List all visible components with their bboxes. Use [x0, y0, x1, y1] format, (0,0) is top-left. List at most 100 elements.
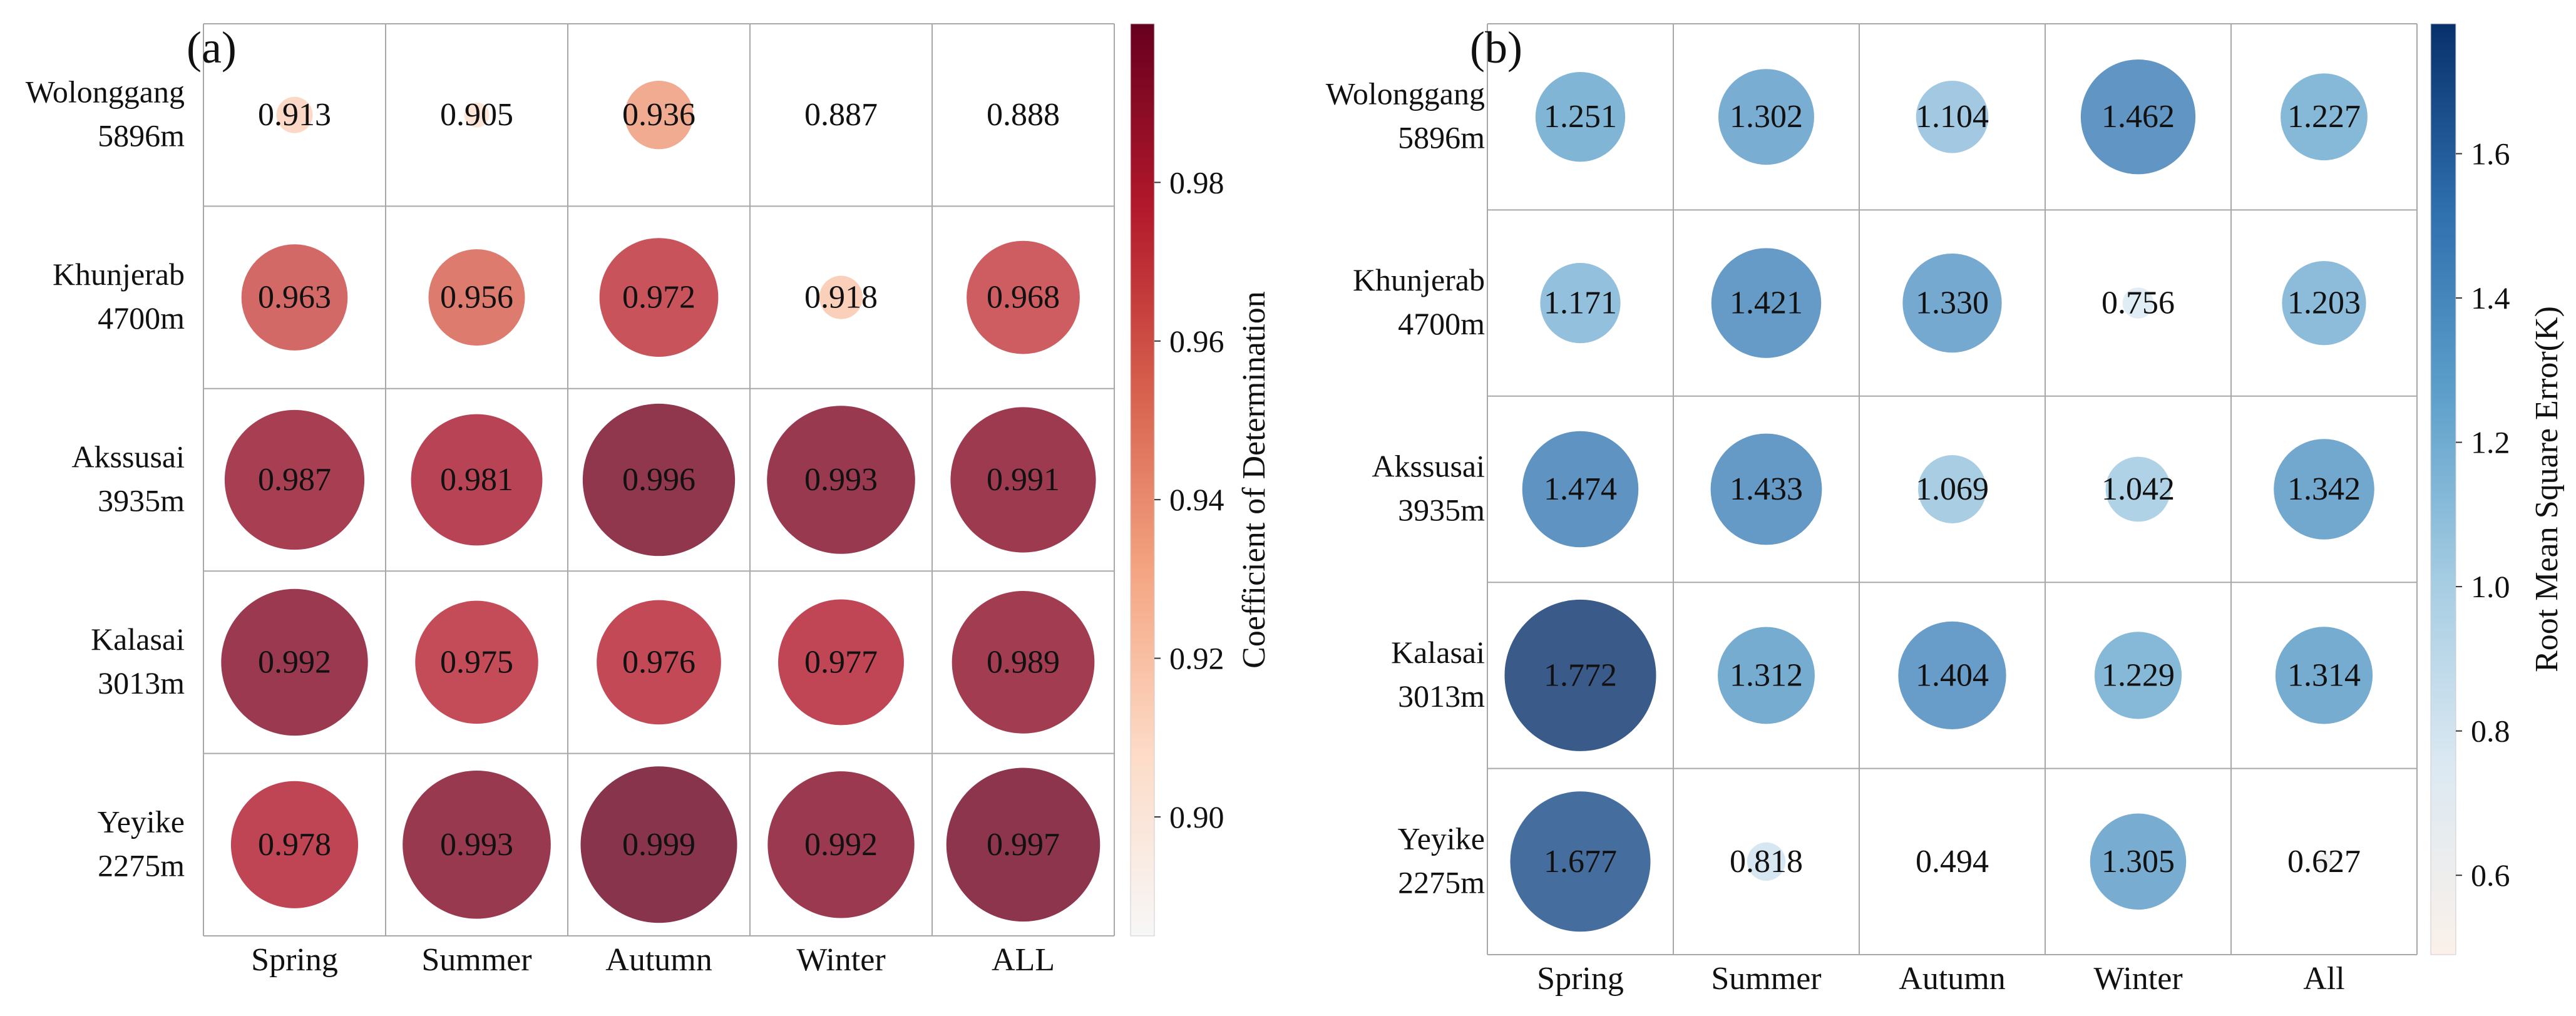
bubble-mark: [241, 244, 348, 351]
bubble-mark: [2094, 632, 2182, 719]
column-label: Autumn: [1899, 961, 2005, 997]
data-label: 1.462: [2101, 99, 2175, 135]
colorbar-tick-label: 1.0: [2471, 569, 2510, 604]
data-label: 1.305: [2101, 844, 2175, 880]
bubble-mark: [819, 275, 863, 319]
panel-label: (b): [1470, 23, 1522, 73]
bubble-mark: [1540, 263, 1621, 344]
data-label: 1.474: [1544, 471, 1617, 507]
data-label: 0.887: [804, 97, 878, 133]
colorbar-tick-label: 0.8: [2471, 714, 2510, 749]
row-elevation-label: 3013m: [98, 665, 185, 700]
data-label: 1.330: [1916, 285, 1989, 321]
grid-lines: [203, 23, 1115, 936]
data-label: 0.888: [987, 97, 1060, 133]
colorbar-gradient: [2430, 23, 2456, 955]
bubble-mark: [2122, 287, 2154, 319]
colorbar-tick-label: 0.6: [2471, 858, 2510, 893]
data-label: 1.171: [1544, 285, 1617, 321]
bubble-mark: [230, 781, 359, 908]
row-elevation-label: 2275m: [1398, 865, 1485, 900]
row-station-label: Wolonggang: [26, 74, 185, 110]
data-label: 0.989: [987, 644, 1060, 680]
bubble-mark: [1898, 621, 2006, 730]
data-label: 0.936: [622, 97, 695, 133]
bubble-mark: [2080, 59, 2196, 175]
colorbar-tick-label: 0.90: [1169, 799, 1224, 834]
bubble-mark: [2282, 260, 2366, 346]
bubble-mark: [1916, 80, 1989, 153]
colorbar-tick-label: 0.98: [1169, 165, 1224, 200]
data-label: 0.972: [622, 280, 695, 316]
data-label: 1.772: [1544, 657, 1617, 693]
data-label: 0.991: [987, 462, 1060, 498]
bubble-marks: 1.251 1.302 1.104 1.462 1.227 1.171 1.421 1.330…: [1504, 59, 2374, 932]
bubble-mark: [2316, 853, 2332, 870]
colorbar-tick-label: 1.6: [2471, 136, 2510, 171]
column-label: Winter: [796, 942, 885, 978]
data-label: 1.677: [1544, 844, 1617, 880]
bubble-mark: [597, 600, 721, 725]
data-label: 1.069: [1916, 471, 1989, 507]
bubble-mark: [778, 599, 904, 726]
column-label: Summer: [421, 942, 531, 978]
bubble-mark: [950, 407, 1096, 553]
bubble-mark: [1718, 627, 1815, 724]
bubble-mark: [1718, 69, 1815, 165]
bubble-mark: [1747, 842, 1786, 881]
bubble-mark: [1522, 431, 1639, 548]
colorbar-tick-label: 1.4: [2471, 280, 2510, 316]
data-label: 1.404: [1916, 657, 1989, 693]
colorbar-tick-label: 0.96: [1169, 324, 1224, 359]
data-label: 1.104: [1916, 99, 1989, 135]
bubble-mark: [767, 771, 915, 918]
bubble-mark: [428, 249, 525, 346]
data-label: 1.312: [1730, 657, 1803, 693]
bubble-mark: [2274, 439, 2374, 540]
colorbar-tick-label: 0.92: [1169, 641, 1224, 676]
row-station-label: Kalasai: [91, 622, 185, 657]
column-label: Winter: [2093, 961, 2182, 997]
row-elevation-label: 3935m: [1398, 493, 1485, 528]
data-label: 0.992: [804, 827, 878, 863]
data-label: 0.977: [804, 644, 878, 680]
data-label: 1.302: [1730, 99, 1803, 135]
column-label: Summer: [1711, 961, 1821, 997]
row-elevation-label: 2275m: [98, 848, 185, 883]
row-station-label: Khunjerab: [1353, 262, 1485, 297]
bubble-marks: 0.913 0.905 0.936 0.887 0.888 0.963 0.956 0.972…: [221, 81, 1101, 923]
data-label: 0.992: [258, 644, 331, 680]
row-station-label: Akssusai: [71, 439, 185, 475]
bubble-mark: [1535, 72, 1626, 162]
bubble-mark: [967, 240, 1080, 354]
data-label: 0.494: [1916, 844, 1989, 880]
panel-b-rmse-heatmap: 1.251 1.302 1.104 1.462 1.227 1.171 1.421 1.330…: [1326, 23, 2565, 997]
row-labels: Wolonggang 5896m Khunjerab 4700m Akssusai 393…: [26, 74, 185, 883]
data-label: 0.975: [440, 644, 513, 680]
bubble-mark: [1918, 455, 1986, 523]
data-label: 0.976: [622, 644, 695, 680]
data-label: 0.997: [987, 827, 1060, 863]
row-labels: Wolonggang 5896m Khunjerab 4700m Akssusai 393…: [1326, 76, 1485, 900]
row-elevation-label: 3935m: [98, 483, 185, 518]
data-label: 1.342: [2287, 471, 2361, 507]
panel-label: (a): [187, 23, 237, 73]
data-label: 0.905: [440, 97, 513, 133]
bubble-mark: [599, 238, 719, 357]
bubble-mark: [276, 96, 313, 133]
column-label: Spring: [1537, 961, 1624, 997]
bubble-mark: [580, 766, 737, 923]
colorbar-gradient: [1130, 23, 1155, 936]
data-label: 1.042: [2101, 471, 2175, 507]
data-label: 1.421: [1730, 285, 1803, 321]
row-elevation-label: 5896m: [1398, 120, 1485, 155]
data-label: 0.993: [804, 462, 878, 498]
column-labels: Spring Summer Autumn Winter ALL: [251, 942, 1055, 978]
row-elevation-label: 4700m: [98, 300, 185, 336]
row-station-label: Khunjerab: [53, 257, 185, 292]
bubble-mark: [946, 767, 1101, 922]
bubble-mark: [1711, 248, 1822, 358]
data-label: 0.818: [1730, 844, 1803, 880]
colorbar-tick-label: 0.94: [1169, 482, 1224, 517]
bubble-mark: [952, 591, 1095, 734]
